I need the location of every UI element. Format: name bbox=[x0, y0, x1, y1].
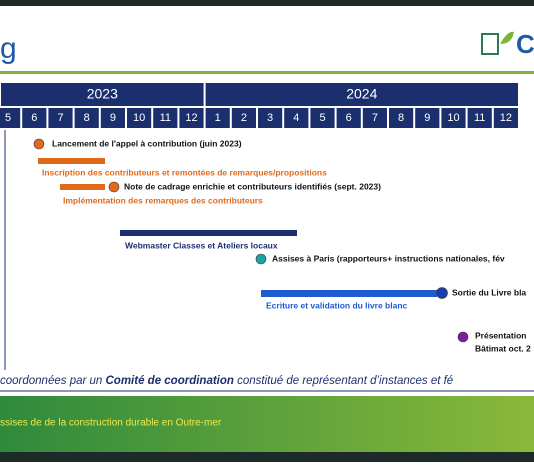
month-cell bbox=[74, 108, 99, 128]
month-cell bbox=[415, 108, 440, 128]
task-bar bbox=[120, 230, 297, 236]
item-label: Inscription des contributeurs et remonté… bbox=[42, 167, 327, 177]
month-cell bbox=[179, 108, 204, 128]
milestone bbox=[457, 331, 469, 343]
note: coordonnées par un Comité de coordinatio… bbox=[0, 375, 453, 387]
item-label: Bâtimat oct. 2 bbox=[475, 343, 531, 353]
year-label: 2024 bbox=[346, 86, 377, 102]
month-cell bbox=[467, 108, 492, 128]
note-part: Comité de coordination bbox=[106, 375, 234, 387]
note-part: coordonnées par un bbox=[0, 375, 106, 387]
month-cell bbox=[0, 108, 21, 128]
item-label: Note de cadrage enrichie et contributeur… bbox=[124, 181, 381, 191]
month-label: 7 bbox=[372, 112, 378, 124]
month-cell bbox=[127, 108, 152, 128]
title: g bbox=[0, 32, 17, 65]
year-cell bbox=[1, 83, 204, 106]
logo: C bbox=[481, 29, 534, 59]
milestone bbox=[255, 253, 267, 265]
title-rule bbox=[0, 71, 534, 74]
logo-text: C bbox=[516, 29, 534, 59]
task-bar bbox=[38, 158, 105, 164]
month-label: 6 bbox=[346, 112, 352, 124]
month-label: 11 bbox=[160, 112, 171, 124]
task-bar bbox=[261, 290, 437, 297]
month-label: 12 bbox=[500, 112, 512, 124]
month-cell bbox=[493, 108, 518, 128]
month-cell bbox=[389, 108, 414, 128]
month-cell bbox=[231, 108, 256, 128]
month-label: 2 bbox=[241, 112, 247, 124]
month-cell bbox=[153, 108, 178, 128]
month-cell bbox=[100, 108, 125, 128]
month-label: 3 bbox=[267, 112, 273, 124]
month-label: 5 bbox=[319, 112, 325, 124]
month-label: 7 bbox=[57, 112, 63, 124]
month-label: 4 bbox=[293, 112, 299, 124]
milestone bbox=[436, 287, 448, 299]
month-cell bbox=[310, 108, 335, 128]
month-cell bbox=[22, 108, 47, 128]
banner-text: ssises de de la construction durable en … bbox=[0, 418, 222, 429]
month-cell bbox=[336, 108, 361, 128]
item-label: Assises à Paris (rapporteurs+ instructio… bbox=[272, 253, 505, 263]
month-cell bbox=[48, 108, 73, 128]
top-strip bbox=[0, 0, 534, 6]
note-part: constitué de représentant d’instances et… bbox=[234, 375, 453, 387]
bottom-strip bbox=[0, 452, 534, 462]
item-label: Présentation bbox=[475, 330, 527, 340]
month-label: 10 bbox=[447, 112, 459, 124]
banner bbox=[0, 396, 534, 452]
month-cell bbox=[284, 108, 309, 128]
month-label: 11 bbox=[474, 112, 485, 124]
month-label: 9 bbox=[110, 112, 116, 124]
month-label: 1 bbox=[215, 112, 221, 124]
item-label: Ecriture et validation du livre blanc bbox=[266, 300, 408, 310]
milestone bbox=[108, 181, 120, 193]
month-label: 12 bbox=[185, 112, 197, 124]
month-label: 9 bbox=[424, 112, 430, 124]
milestone bbox=[33, 138, 45, 150]
month-cell bbox=[441, 108, 466, 128]
item-label: Lancement de l'appel à contribution (jui… bbox=[52, 138, 242, 148]
year-cell bbox=[205, 83, 518, 106]
item-label: Implémentation des remarques des contrib… bbox=[63, 195, 263, 205]
month-cell bbox=[258, 108, 283, 128]
task-bar bbox=[60, 184, 105, 190]
month-label: 8 bbox=[84, 112, 90, 124]
month-label: 8 bbox=[398, 112, 404, 124]
month-cell bbox=[205, 108, 230, 128]
month-label: 10 bbox=[133, 112, 145, 124]
month-label: 6 bbox=[31, 112, 37, 124]
year-label: 2023 bbox=[87, 86, 118, 102]
month-cell bbox=[362, 108, 387, 128]
item-label: Webmaster Classes et Ateliers locaux bbox=[125, 240, 278, 250]
month-label: 5 bbox=[5, 112, 11, 124]
item-label: Sortie du Livre bla bbox=[452, 287, 526, 297]
